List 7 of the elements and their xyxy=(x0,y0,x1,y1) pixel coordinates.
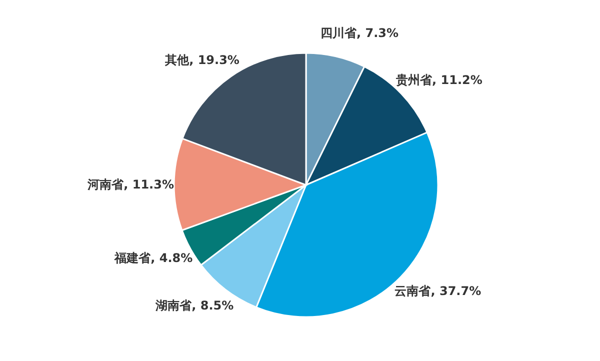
slice-label: 福建省, 4.8% xyxy=(114,250,193,265)
slice-label: 河南省, 11.3% xyxy=(86,177,174,192)
slice-label: 四川省, 7.3% xyxy=(320,26,399,40)
slice-label: 云南省, 37.7% xyxy=(394,284,482,298)
slice-label: 贵州省, 11.2% xyxy=(395,73,482,88)
slice-label: 其他, 19.3% xyxy=(164,53,240,68)
slice-label: 湖南省, 8.5% xyxy=(154,298,234,313)
